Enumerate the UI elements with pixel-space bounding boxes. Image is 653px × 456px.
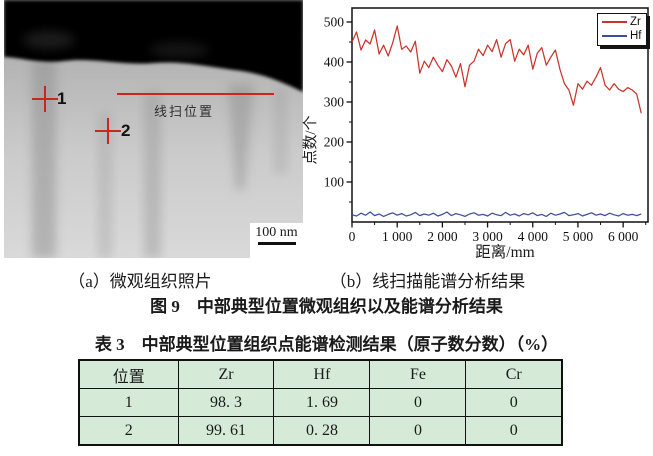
eds-results-table: 位置 Zr Hf Fe Cr 1 98. 3 1. 69 0 0 2 99. 6… — [78, 359, 563, 446]
table-cell: 0 — [369, 388, 467, 417]
line-chart-panel: 100 200 300 400 500 0 1 000 2 000 3 000 4 000 5 00… — [318, 0, 653, 268]
micrograph-image — [4, 0, 303, 258]
table-cell: 1 — [78, 388, 179, 417]
table-row: 2 99. 61 0. 28 0 0 — [78, 416, 563, 446]
micrograph-panel: 1 2 线扫位置 100 nm — [4, 0, 303, 258]
series-zr — [351, 25, 642, 114]
line-scan-path — [117, 93, 274, 95]
y-tick-label: 400 — [324, 55, 345, 70]
legend-label-hf: Hf — [630, 30, 642, 42]
figure-caption: 图 9 中部典型位置微观组织以及能谱分析结果 — [150, 297, 503, 316]
table-header-cell: Fe — [369, 359, 467, 389]
table-cell: 0. 28 — [273, 416, 371, 446]
point-2-cross-marker — [95, 118, 121, 144]
y-tick-label: 300 — [324, 95, 345, 110]
legend-label-zr: Zr — [630, 16, 641, 28]
point-1-cross-marker — [32, 86, 58, 112]
table-header-cell: Hf — [273, 359, 371, 389]
table-cell: 99. 61 — [177, 416, 275, 446]
table-cell: 1. 69 — [273, 388, 371, 417]
line-chart: 100 200 300 400 500 0 1 000 2 000 3 000 4 000 5 00… — [324, 7, 649, 244]
table-cell: 0 — [369, 416, 467, 446]
y-tick-label: 100 — [324, 175, 345, 190]
legend-entry-hf: Hf — [602, 30, 642, 42]
table-header-cell: Zr — [177, 359, 275, 389]
hf-line-sample-icon — [602, 35, 627, 37]
table-header-row: 位置 Zr Hf Fe Cr — [78, 359, 563, 389]
table-cell: 0 — [465, 388, 563, 417]
x-tick-label: 4 000 — [518, 229, 549, 244]
x-tick-label: 0 — [349, 229, 356, 244]
panel-a-caption: （a）微观组织照片 — [68, 272, 212, 291]
y-tick-label: 500 — [324, 15, 345, 30]
x-tick-label: 5 000 — [563, 229, 594, 244]
table-header-cell: Cr — [465, 359, 563, 389]
chart-y-axis-label: 点数/个 — [303, 115, 319, 165]
x-tick-label: 6 000 — [608, 229, 639, 244]
zr-line-sample-icon — [602, 21, 627, 23]
table-caption: 表 3 中部典型位置组织点能谱检测结果（原子数分数）（%） — [94, 335, 559, 354]
table-row: 1 98. 3 1. 69 0 0 — [78, 388, 563, 417]
line-scan-label: 线扫位置 — [153, 104, 214, 119]
scale-bar-label: 100 nm — [255, 225, 298, 240]
scale-bar-box: 100 nm — [250, 223, 303, 258]
x-tick-label: 1 000 — [382, 229, 413, 244]
chart-x-axis-label: 距离/mm — [475, 244, 535, 261]
x-tick-label: 3 000 — [472, 229, 503, 244]
table-cell: 2 — [78, 416, 179, 446]
scale-bar-line — [257, 242, 296, 245]
table-header-cell: 位置 — [78, 359, 179, 389]
series-hf — [351, 211, 642, 218]
chart-legend: Zr Hf — [597, 13, 647, 46]
y-tick-label: 200 — [324, 135, 345, 150]
point-1-label: 1 — [57, 89, 67, 108]
panel-b-caption: （b）线扫描能谱分析结果 — [329, 272, 526, 291]
table-cell: 0 — [465, 416, 563, 446]
point-2-label: 2 — [121, 121, 131, 140]
legend-entry-zr: Zr — [602, 16, 642, 28]
table-cell: 98. 3 — [177, 388, 275, 417]
x-tick-label: 2 000 — [427, 229, 458, 244]
